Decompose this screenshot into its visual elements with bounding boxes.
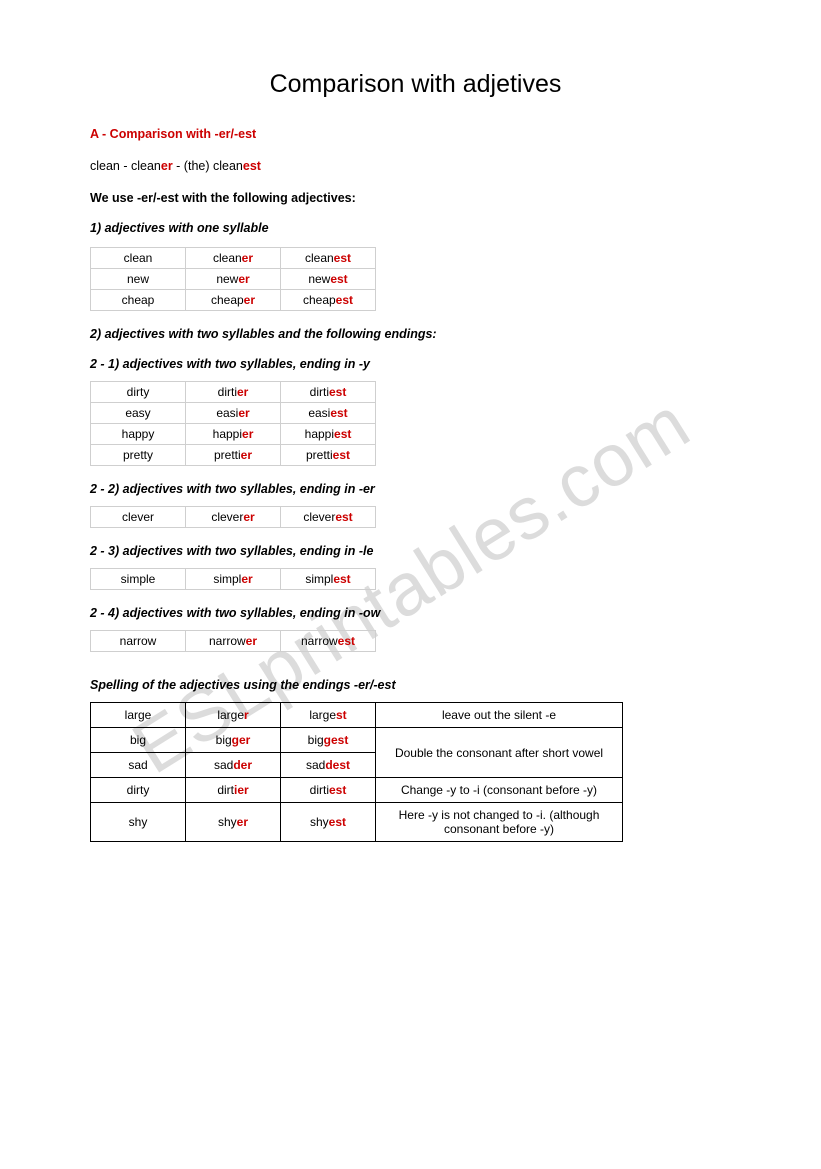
example-suffix-est: est xyxy=(243,159,261,173)
cell-base: clever xyxy=(91,507,186,528)
cell-superlative: cleanest xyxy=(281,248,376,269)
cell-base: clean xyxy=(91,248,186,269)
cell-base: simple xyxy=(91,569,186,590)
example-line: clean - cleaner - (the) cleanest xyxy=(90,159,741,173)
cell-base: big xyxy=(91,728,186,753)
cell-superlative: newest xyxy=(281,269,376,290)
table-2-4: narrownarrowernarrowest xyxy=(90,630,376,652)
cell-base: large xyxy=(91,703,186,728)
cell-comparative: dirtier xyxy=(186,778,281,803)
cell-base: pretty xyxy=(91,445,186,466)
cell-superlative: cheapest xyxy=(281,290,376,311)
cell-rule: Change -y to -i (consonant before -y) xyxy=(376,778,623,803)
heading-1: 1) adjectives with one syllable xyxy=(90,221,741,235)
cell-comparative: prettier xyxy=(186,445,281,466)
table-1: cleancleanercleanestnewnewernewestcheapc… xyxy=(90,247,376,311)
cell-comparative: bigger xyxy=(186,728,281,753)
cell-comparative: simpler xyxy=(186,569,281,590)
cell-base: easy xyxy=(91,403,186,424)
cell-comparative: dirtier xyxy=(186,382,281,403)
cell-superlative: largest xyxy=(281,703,376,728)
table-row: happyhappierhappiest xyxy=(91,424,376,445)
cell-comparative: easier xyxy=(186,403,281,424)
heading-2-1: 2 - 1) adjectives with two syllables, en… xyxy=(90,357,741,371)
cell-superlative: cleverest xyxy=(281,507,376,528)
table-row: shyshyershyestHere -y is not changed to … xyxy=(91,803,623,842)
cell-superlative: saddest xyxy=(281,753,376,778)
cell-base: dirty xyxy=(91,778,186,803)
cell-superlative: narrowest xyxy=(281,631,376,652)
heading-2-4: 2 - 4) adjectives with two syllables, en… xyxy=(90,606,741,620)
cell-superlative: easiest xyxy=(281,403,376,424)
table-row: clevercleverercleverest xyxy=(91,507,376,528)
table-2-1: dirtydirtierdirtiesteasyeasiereasiesthap… xyxy=(90,381,376,466)
cell-comparative: newer xyxy=(186,269,281,290)
cell-comparative: shyer xyxy=(186,803,281,842)
page-content: Comparison with adjetives A - Comparison… xyxy=(0,0,821,890)
cell-comparative: narrower xyxy=(186,631,281,652)
table-spelling: largelargerlargestleave out the silent -… xyxy=(90,702,623,842)
table-row: bigbiggerbiggestDouble the consonant aft… xyxy=(91,728,623,753)
table-2-3: simplesimplersimplest xyxy=(90,568,376,590)
cell-base: sad xyxy=(91,753,186,778)
spelling-heading: Spelling of the adjectives using the end… xyxy=(90,678,741,692)
rule-line: We use -er/-est with the following adjec… xyxy=(90,191,741,205)
page-title: Comparison with adjetives xyxy=(90,70,741,99)
cell-comparative: happier xyxy=(186,424,281,445)
table-row: dirtydirtierdirtiest xyxy=(91,382,376,403)
cell-base: dirty xyxy=(91,382,186,403)
cell-comparative: larger xyxy=(186,703,281,728)
example-suffix-er: er xyxy=(161,159,173,173)
cell-rule: Here -y is not changed to -i. (although … xyxy=(376,803,623,842)
table-row: cleancleanercleanest xyxy=(91,248,376,269)
example-part-a: clean - clean xyxy=(90,159,161,173)
cell-comparative: cheaper xyxy=(186,290,281,311)
cell-superlative: dirtiest xyxy=(281,778,376,803)
cell-superlative: dirtiest xyxy=(281,382,376,403)
table-row: largelargerlargestleave out the silent -… xyxy=(91,703,623,728)
cell-comparative: cleaner xyxy=(186,248,281,269)
cell-base: new xyxy=(91,269,186,290)
table-row: narrownarrowernarrowest xyxy=(91,631,376,652)
cell-superlative: happiest xyxy=(281,424,376,445)
cell-base: cheap xyxy=(91,290,186,311)
cell-comparative: cleverer xyxy=(186,507,281,528)
cell-superlative: shyest xyxy=(281,803,376,842)
table-row: simplesimplersimplest xyxy=(91,569,376,590)
heading-2-3: 2 - 3) adjectives with two syllables, en… xyxy=(90,544,741,558)
heading-2-2: 2 - 2) adjectives with two syllables, en… xyxy=(90,482,741,496)
table-row: cheapcheapercheapest xyxy=(91,290,376,311)
heading-2: 2) adjectives with two syllables and the… xyxy=(90,327,741,341)
table-row: prettyprettierprettiest xyxy=(91,445,376,466)
cell-comparative: sadder xyxy=(186,753,281,778)
cell-rule: leave out the silent -e xyxy=(376,703,623,728)
table-row: dirtydirtierdirtiestChange -y to -i (con… xyxy=(91,778,623,803)
cell-base: narrow xyxy=(91,631,186,652)
cell-superlative: simplest xyxy=(281,569,376,590)
table-row: easyeasiereasiest xyxy=(91,403,376,424)
cell-base: happy xyxy=(91,424,186,445)
cell-superlative: biggest xyxy=(281,728,376,753)
example-part-c: - (the) clean xyxy=(173,159,243,173)
section-a-heading: A - Comparison with -er/-est xyxy=(90,127,741,141)
cell-superlative: prettiest xyxy=(281,445,376,466)
table-2-2: clevercleverercleverest xyxy=(90,506,376,528)
cell-base: shy xyxy=(91,803,186,842)
table-row: newnewernewest xyxy=(91,269,376,290)
cell-rule: Double the consonant after short vowel xyxy=(376,728,623,778)
